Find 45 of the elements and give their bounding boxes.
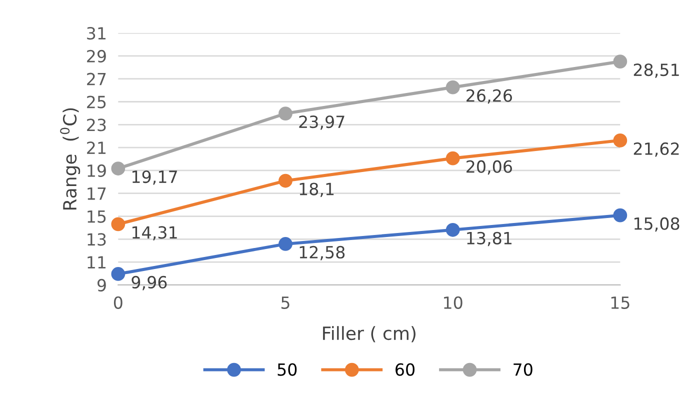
y-tick-label: 9: [97, 278, 106, 292]
data-label: 19,17: [132, 170, 177, 185]
data-label: 26,26: [466, 89, 512, 104]
y-axis-title: Range ($^{0}$C): [60, 108, 80, 210]
legend-label: 70: [514, 363, 532, 376]
y-tick-label: 27: [87, 72, 106, 86]
point: [111, 217, 126, 232]
y-tick-label: 23: [87, 118, 106, 132]
point: [278, 237, 292, 251]
y-tick-label: 25: [87, 96, 106, 108]
x-tick-label: 5: [281, 296, 290, 309]
y-tick-label: 17: [88, 188, 106, 200]
data-label: 28,51: [634, 64, 679, 78]
point: [613, 208, 628, 222]
data-label: 23,97: [299, 115, 344, 130]
data-label: 9,96: [132, 276, 167, 290]
x-axis-title: Filler ( cm): [323, 326, 416, 342]
point: [278, 174, 292, 188]
y-tick-label: 13: [88, 233, 106, 246]
y-tick-label: 11: [88, 256, 106, 268]
x-tick-label: 10: [444, 296, 462, 309]
point: [446, 151, 460, 166]
point: [613, 54, 628, 68]
y-tick-label: 15: [88, 210, 106, 223]
point: [111, 162, 126, 176]
y-tick-label: 31: [87, 27, 106, 40]
point: [278, 106, 292, 120]
data-label: 21,62: [634, 142, 679, 157]
point: [613, 134, 628, 148]
data-label: 18,1: [300, 182, 334, 198]
x-tick-label: 0: [114, 296, 122, 309]
data-label: 13,81: [467, 232, 512, 246]
x-tick-label: 15: [611, 296, 630, 309]
legend-label: 50: [278, 363, 297, 376]
point: [446, 80, 460, 94]
data-label: 15,08: [634, 217, 680, 232]
data-label: 14,31: [132, 226, 177, 240]
data-label: 20,06: [466, 160, 512, 175]
y-tick-label: 21: [87, 142, 106, 154]
y-tick-label: 29: [87, 50, 106, 63]
data-label: 12,58: [300, 246, 345, 260]
point: [111, 267, 126, 281]
y-tick-label: 19: [88, 164, 106, 178]
point: [446, 222, 460, 237]
legend-label: 60: [396, 363, 414, 376]
